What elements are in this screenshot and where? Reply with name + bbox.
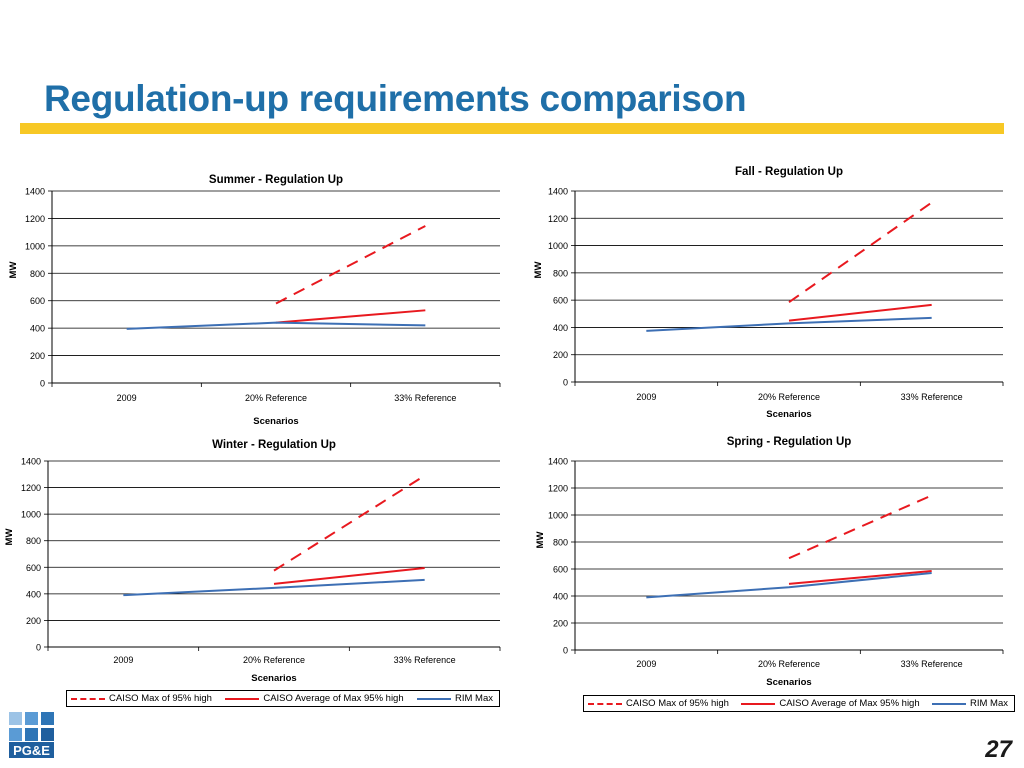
y-tick-label: 800: [26, 536, 41, 546]
y-tick-label: 400: [30, 324, 45, 334]
legend-label: CAISO Max of 95% high: [626, 698, 729, 709]
y-tick-label: 600: [26, 563, 41, 573]
y-axis-label: MW: [535, 532, 546, 549]
series-line-caiso-max-of-95-high: [273, 474, 426, 572]
y-tick-label: 600: [30, 296, 45, 306]
legend-swatch-blue: [931, 702, 966, 705]
y-tick-label: 400: [26, 589, 41, 599]
y-tick-label: 800: [553, 538, 568, 548]
y-tick-label: 600: [553, 565, 568, 575]
title-underline-bar: [20, 123, 1004, 134]
y-tick-label: 400: [553, 323, 568, 333]
y-tick-label: 1200: [21, 483, 41, 493]
legend-swatch-dashed-red: [588, 702, 622, 705]
y-tick-label: 200: [553, 619, 568, 629]
y-tick-label: 0: [40, 379, 45, 389]
y-axis-label: MW: [8, 262, 19, 279]
legend-label: CAISO Average of Max 95% high: [263, 693, 404, 704]
series-line-rim-max: [126, 321, 426, 330]
legend-swatch-solid-red: [225, 697, 260, 700]
x-tick-label: 20% Reference: [243, 655, 305, 665]
pge-logo: PG&E: [5, 708, 57, 760]
x-tick-label: 20% Reference: [758, 392, 820, 402]
x-tick-label: 2009: [117, 393, 137, 403]
chart-title: Summer - Regulation Up: [209, 174, 343, 186]
x-tick-label: 33% Reference: [394, 393, 456, 403]
logo-text: PG&E: [13, 743, 50, 758]
y-tick-label: 1200: [548, 484, 568, 494]
x-tick-label: 33% Reference: [394, 655, 456, 665]
chart-legend-right: CAISO Max of 95% high CAISO Average of M…: [583, 695, 1015, 712]
legend-label: RIM Max: [969, 698, 1008, 709]
x-tick-label: 20% Reference: [245, 393, 307, 403]
legend-item-rim-max: RIM Max: [416, 693, 493, 704]
legend-item-caiso-max: CAISO Max of 95% high: [71, 693, 212, 704]
legend-item-caiso-average: CAISO Average of Max 95% high: [225, 693, 404, 704]
y-tick-label: 1400: [548, 457, 568, 467]
y-tick-label: 1400: [21, 457, 41, 467]
series-line-rim-max: [646, 316, 932, 332]
page-number: 27: [985, 736, 1012, 763]
x-tick-label: 2009: [636, 659, 656, 669]
series-line-caiso-average-of-max-95-high: [788, 570, 932, 585]
y-tick-label: 1400: [548, 187, 568, 197]
legend-item-rim-max: RIM Max: [931, 698, 1008, 709]
x-tick-label: 2009: [636, 392, 656, 402]
y-tick-label: 0: [563, 646, 568, 656]
x-tick-label: 2009: [113, 655, 133, 665]
series-line-caiso-average-of-max-95-high: [275, 309, 426, 324]
slide-title: Regulation-up requirements comparison: [44, 78, 747, 119]
x-tick-label: 33% Reference: [901, 392, 963, 402]
chart-title: Fall - Regulation Up: [735, 166, 843, 178]
x-tick-label: 33% Reference: [901, 659, 963, 669]
legend-label: RIM Max: [454, 693, 493, 704]
series-line-rim-max: [646, 572, 932, 599]
series-line-caiso-max-of-95-high: [788, 201, 933, 304]
legend-label: CAISO Max of 95% high: [109, 693, 212, 704]
chart-legend-left: CAISO Max of 95% high CAISO Average of M…: [66, 690, 500, 707]
y-tick-label: 1000: [25, 241, 45, 251]
series-line-rim-max: [123, 578, 425, 597]
y-tick-label: 400: [553, 592, 568, 602]
series-line-caiso-average-of-max-95-high: [788, 303, 932, 322]
legend-label: CAISO Average of Max 95% high: [779, 698, 920, 709]
y-tick-label: 1000: [21, 510, 41, 520]
y-tick-label: 200: [553, 350, 568, 360]
series-line-caiso-average-of-max-95-high: [273, 566, 425, 585]
y-tick-label: 0: [36, 643, 41, 653]
y-tick-label: 600: [553, 296, 568, 306]
y-axis-label: MW: [4, 529, 15, 546]
y-tick-label: 200: [30, 351, 45, 361]
y-tick-label: 200: [26, 616, 41, 626]
chart-title: Spring - Regulation Up: [727, 436, 852, 448]
x-axis-label: Scenarios: [766, 409, 811, 420]
y-tick-label: 0: [563, 378, 568, 388]
y-tick-label: 1200: [548, 214, 568, 224]
legend-item-caiso-average: CAISO Average of Max 95% high: [741, 698, 920, 709]
series-line-caiso-max-of-95-high: [275, 225, 426, 305]
y-tick-label: 800: [30, 269, 45, 279]
chart-title: Winter - Regulation Up: [212, 439, 336, 451]
legend-swatch-dashed-red: [71, 697, 105, 700]
y-tick-label: 1000: [548, 511, 568, 521]
y-tick-label: 1400: [25, 187, 45, 197]
y-tick-label: 800: [553, 268, 568, 278]
x-axis-label: Scenarios: [253, 416, 298, 427]
legend-item-caiso-max: CAISO Max of 95% high: [588, 698, 729, 709]
y-axis-label: MW: [533, 262, 544, 279]
legend-swatch-blue: [416, 697, 451, 700]
y-tick-label: 1000: [548, 241, 568, 251]
x-tick-label: 20% Reference: [758, 659, 820, 669]
x-axis-label: Scenarios: [251, 673, 296, 684]
x-axis-label: Scenarios: [766, 677, 811, 688]
series-line-caiso-max-of-95-high: [788, 494, 933, 560]
legend-swatch-solid-red: [741, 702, 776, 705]
y-tick-label: 1200: [25, 214, 45, 224]
